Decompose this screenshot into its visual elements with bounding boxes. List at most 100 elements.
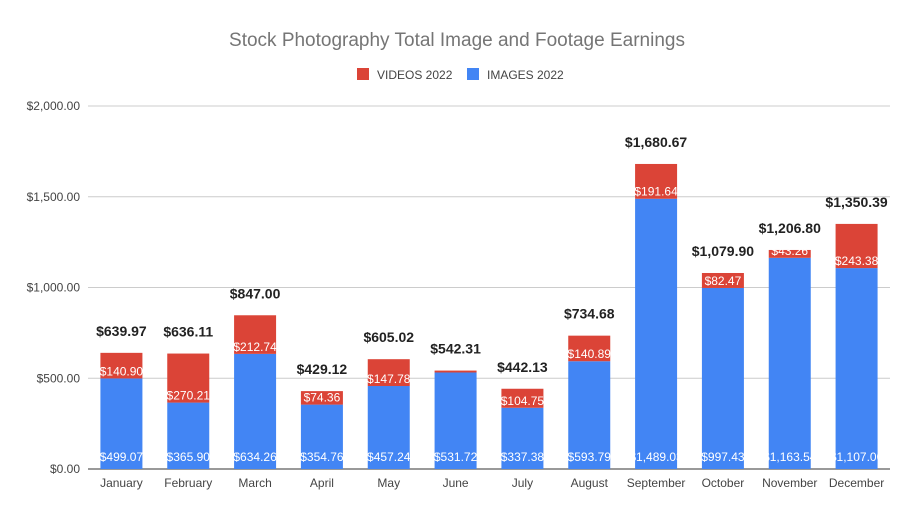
y-tick-label: $1,500.00 xyxy=(27,190,81,204)
legend-label-videos: VIDEOS 2022 xyxy=(377,68,453,82)
bar-videos xyxy=(300,391,343,405)
total-label: $847.00 xyxy=(230,285,281,301)
data-label-images: $1,163.54 xyxy=(763,450,817,464)
data-label-images: $457.24 xyxy=(367,450,411,464)
data-label-images: $634.26 xyxy=(233,450,277,464)
data-label-images: $1,107.00 xyxy=(830,450,884,464)
bar-group: $634.26 $212.74 $847.00 xyxy=(230,285,281,469)
bar-images xyxy=(768,257,811,469)
total-label: $639.97 xyxy=(96,323,147,339)
chart-title: Stock Photography Total Image and Footag… xyxy=(229,30,685,51)
data-label-videos: $270.21 xyxy=(167,389,211,403)
x-category-label: January xyxy=(100,476,143,490)
bar-group: $365.90 $270.21 $636.11 xyxy=(163,324,213,469)
total-label: $734.68 xyxy=(564,306,615,322)
x-category-label: August xyxy=(571,476,609,490)
bar-images xyxy=(434,372,477,469)
x-category-label: October xyxy=(702,476,745,490)
bar-group: $499.07 $140.90 $639.97 xyxy=(96,323,147,469)
legend: VIDEOS 2022 IMAGES 2022 xyxy=(357,68,564,82)
x-category-label: April xyxy=(310,476,334,490)
bar-images xyxy=(568,361,611,469)
data-label-videos: $212.74 xyxy=(233,340,277,354)
gridlines xyxy=(88,105,890,470)
data-label-images: $354.76 xyxy=(300,450,344,464)
data-label-images: $531.72 xyxy=(434,450,478,464)
x-category-label: July xyxy=(512,476,533,490)
bar-images xyxy=(167,402,210,469)
data-label-videos: $43.26 xyxy=(771,244,808,258)
total-label: $605.02 xyxy=(363,329,414,345)
bar-group: $457.24 $147.78 $605.02 xyxy=(363,329,414,469)
data-label-videos: $82.47 xyxy=(705,274,742,288)
data-label-images: $337.38 xyxy=(501,450,545,464)
legend-swatch-videos xyxy=(357,68,369,80)
data-label-images: $997.43 xyxy=(701,450,745,464)
bar-images xyxy=(835,268,878,469)
total-label: $1,350.39 xyxy=(825,194,887,210)
y-tick-label: $0.00 xyxy=(50,462,80,476)
bar-images xyxy=(701,287,744,469)
bar-group: $337.38 $104.75 $442.13 xyxy=(497,359,548,469)
data-label-videos: $243.38 xyxy=(835,254,879,268)
data-label-images: $1,489.03 xyxy=(629,450,683,464)
x-category-label: February xyxy=(164,476,212,490)
bar-group: $531.72 $10.59$542.31 xyxy=(430,341,481,469)
total-label: $1,206.80 xyxy=(759,220,821,236)
bar-group: $997.43 $82.47 $1,079.90 xyxy=(692,243,754,469)
bar-group: $1,489.03 $191.64 $1,680.67 xyxy=(625,134,687,469)
bar-videos xyxy=(167,353,210,403)
x-category-label: March xyxy=(238,476,271,490)
bar-group: $1,107.00 $243.38 $1,350.39 xyxy=(825,194,888,469)
bar-videos xyxy=(635,163,678,199)
y-axis-ticks: $0.00 $500.00 $1,000.00 $1,500.00 $2,000.00 xyxy=(27,99,81,476)
bar-images xyxy=(367,386,410,469)
total-label: $442.13 xyxy=(497,359,548,375)
bar-images xyxy=(300,404,343,469)
x-axis-categories: January February March April May June July Augu… xyxy=(100,476,884,490)
bar-videos xyxy=(367,359,410,387)
bar-images xyxy=(234,353,277,469)
data-label-videos: $191.64 xyxy=(634,185,678,199)
bar-videos xyxy=(768,249,811,258)
bar-videos xyxy=(234,315,277,354)
y-tick-label: $1,000.00 xyxy=(27,281,81,295)
data-label-videos: $147.78 xyxy=(367,372,411,386)
bar-videos xyxy=(434,370,477,373)
bar-videos xyxy=(501,388,544,408)
total-label: $1,079.90 xyxy=(692,243,754,259)
bar-videos xyxy=(835,223,878,269)
data-label-images: $593.79 xyxy=(568,450,612,464)
data-label-videos: $140.90 xyxy=(100,364,144,378)
x-category-label: November xyxy=(762,476,817,490)
bar-images xyxy=(635,198,678,469)
y-tick-label: $2,000.00 xyxy=(27,99,81,113)
total-label: $636.11 xyxy=(163,324,213,340)
x-category-label: May xyxy=(377,476,400,490)
x-category-label: September xyxy=(627,476,686,490)
data-label-videos: $74.36 xyxy=(304,391,341,405)
total-label: $429.12 xyxy=(297,361,348,377)
bar-group: $593.79 $140.89 $734.68 xyxy=(564,306,615,469)
total-label: $542.31 xyxy=(430,341,481,357)
x-category-label: December xyxy=(829,476,884,490)
total-label: $1,680.67 xyxy=(625,134,687,150)
bar-images xyxy=(501,407,544,469)
data-label-videos: $140.89 xyxy=(568,347,612,361)
bar-group: $1,163.54 $43.26 $1,206.80 xyxy=(759,220,821,469)
bar-videos xyxy=(100,352,143,379)
legend-label-images: IMAGES 2022 xyxy=(487,68,564,82)
data-label-images: $365.90 xyxy=(167,450,211,464)
bar-videos xyxy=(701,272,744,288)
y-tick-label: $500.00 xyxy=(37,371,81,385)
x-category-label: June xyxy=(443,476,469,490)
legend-swatch-images xyxy=(467,68,479,80)
data-label-images: $499.07 xyxy=(100,450,144,464)
data-label-videos: $104.75 xyxy=(501,394,545,408)
bar-videos xyxy=(568,335,611,362)
bar-images xyxy=(100,378,143,469)
data-label-videos: $10.59 xyxy=(437,358,474,372)
bar-group: $354.76 $74.36 $429.12 xyxy=(297,361,348,469)
bars: $499.07 $140.90 $639.97 $365.90 $270.21 $636.… xyxy=(96,134,888,469)
